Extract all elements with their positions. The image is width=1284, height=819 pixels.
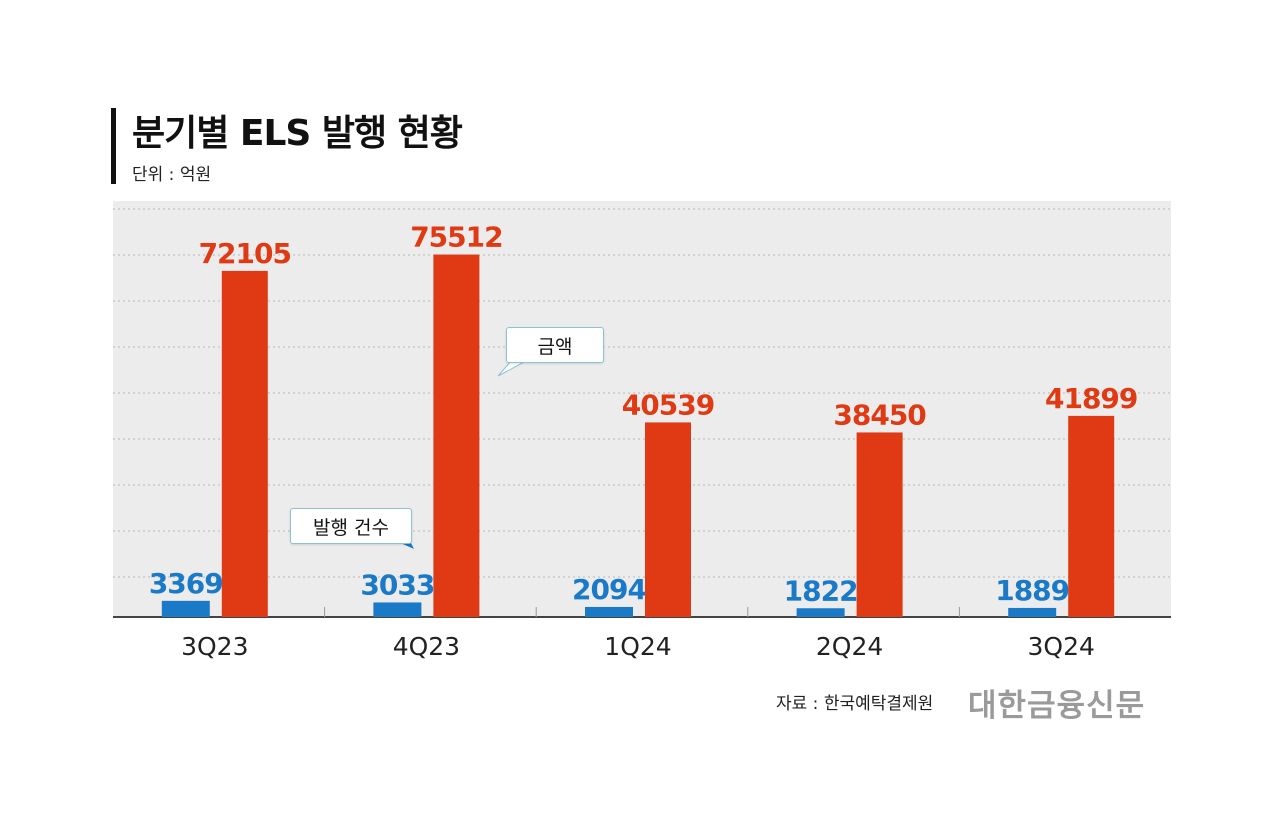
bar-amount bbox=[221, 270, 268, 617]
amount-data-label: 41899 bbox=[1045, 382, 1137, 415]
bar-count bbox=[585, 606, 633, 617]
plot-area bbox=[113, 201, 1171, 617]
bar-count bbox=[796, 608, 845, 617]
bar-count bbox=[161, 600, 210, 617]
x-tick-label: 3Q23 bbox=[181, 632, 248, 661]
amount-data-label: 40539 bbox=[622, 388, 714, 421]
count-data-label: 1889 bbox=[995, 574, 1069, 607]
title-accent-bar bbox=[111, 108, 116, 184]
chart-title: 분기별 ELS 발행 현황 bbox=[132, 113, 463, 154]
amount-data-label: 72105 bbox=[199, 237, 291, 270]
x-tick-label: 3Q24 bbox=[1027, 632, 1094, 661]
bar-count bbox=[373, 602, 422, 617]
bar-count bbox=[1008, 607, 1057, 617]
count-callout: 발행 건수 bbox=[290, 508, 412, 544]
count-data-label: 1822 bbox=[784, 574, 858, 607]
x-tick-label: 1Q24 bbox=[604, 632, 671, 661]
bar-amount bbox=[856, 432, 903, 617]
x-tick-label: 2Q24 bbox=[816, 632, 883, 661]
source-note: 자료 : 한국예탁결제원 bbox=[776, 694, 934, 714]
x-tick-label: 4Q23 bbox=[393, 632, 460, 661]
count-data-label: 3369 bbox=[149, 567, 223, 600]
unit-label: 단위 : 억원 bbox=[132, 165, 212, 185]
amount-callout: 금액 bbox=[506, 327, 604, 363]
count-data-label: 2094 bbox=[572, 573, 646, 606]
publisher-logo: 대한금융신문 bbox=[968, 688, 1146, 724]
amount-data-label: 75512 bbox=[410, 221, 502, 254]
bar-amount bbox=[433, 254, 480, 617]
amount-data-label: 38450 bbox=[833, 398, 926, 431]
bar-amount bbox=[645, 422, 691, 617]
count-data-label: 3033 bbox=[360, 568, 434, 601]
bar-amount bbox=[1068, 415, 1115, 617]
